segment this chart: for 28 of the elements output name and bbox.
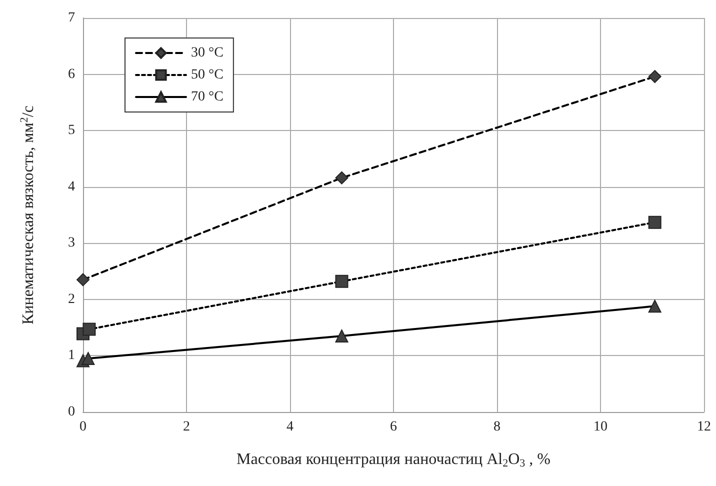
y-tick-label: 7 bbox=[68, 10, 75, 26]
point bbox=[648, 216, 662, 229]
x-tick-label: 6 bbox=[390, 420, 397, 434]
point bbox=[82, 322, 96, 336]
point bbox=[648, 300, 662, 313]
y-tick-label: 5 bbox=[68, 123, 75, 138]
y-tick-label: 2 bbox=[68, 292, 75, 307]
point bbox=[335, 330, 348, 343]
y-axis-title: Кинематическая вязкость, мм2/с bbox=[18, 106, 37, 324]
point bbox=[82, 352, 95, 366]
x-tick-label: 12 bbox=[697, 420, 711, 434]
y-tick-label: 3 bbox=[68, 236, 75, 251]
x-tick-label: 0 bbox=[80, 420, 86, 434]
y-tick-label: 0 bbox=[68, 404, 75, 420]
point bbox=[335, 171, 348, 184]
x-tick-label: 10 bbox=[594, 420, 608, 434]
legend-label: 70 °C bbox=[191, 90, 224, 104]
y-tick-label: 1 bbox=[68, 348, 75, 364]
point bbox=[76, 273, 90, 286]
point bbox=[648, 70, 662, 84]
legend-label: 30 °C bbox=[191, 46, 224, 60]
x-tick-label: 8 bbox=[494, 420, 500, 434]
y-tick-label: 4 bbox=[68, 179, 75, 194]
legend-label: 50 °C bbox=[191, 68, 224, 82]
y-tick-label: 6 bbox=[68, 66, 75, 82]
point bbox=[335, 274, 348, 288]
x-tick-label: 4 bbox=[286, 420, 294, 434]
x-tick-label: 2 bbox=[183, 420, 190, 434]
